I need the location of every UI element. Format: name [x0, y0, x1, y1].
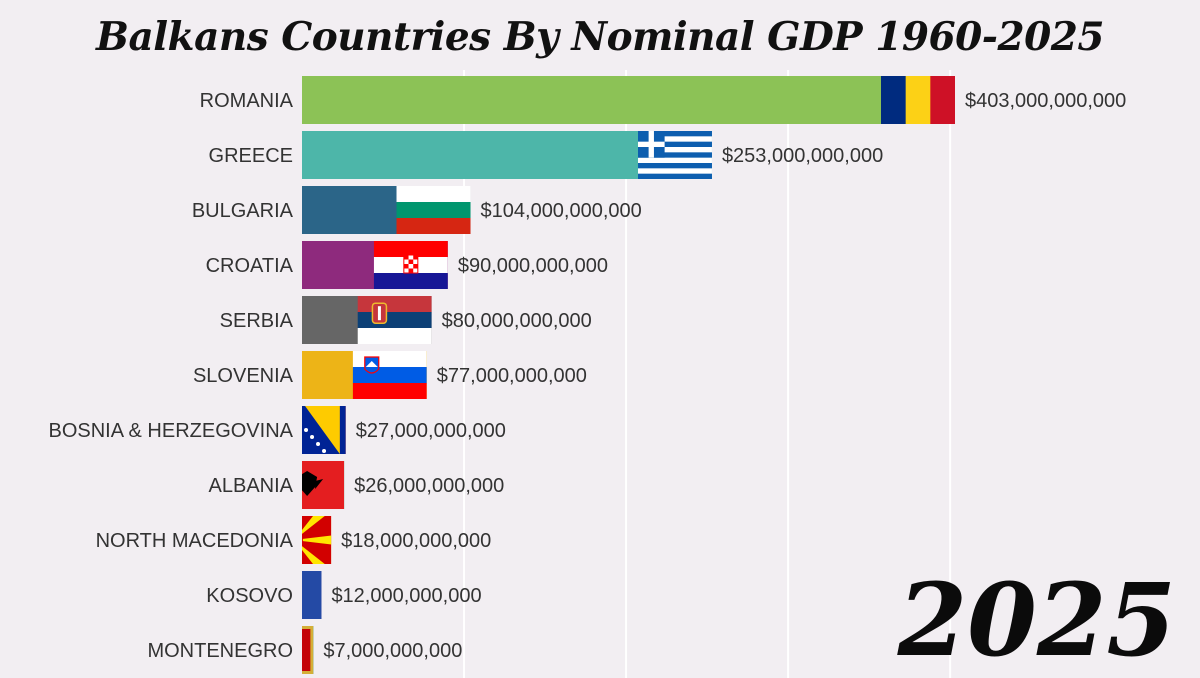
bar-row-romania: ROMANIA $403,000,000,000 [200, 76, 1126, 124]
value-label: $7,000,000,000 [323, 640, 462, 662]
value-label: $403,000,000,000 [965, 90, 1126, 112]
bar-row-north-macedonia: NORTH MACEDONIA $18,000,000,000 [96, 516, 491, 564]
bar-row-croatia: CROATIA $90,000,000,000 [206, 241, 608, 289]
category-label: CROATIA [206, 255, 294, 277]
flag-kosovo-icon [302, 571, 322, 619]
category-label: SERBIA [220, 310, 294, 332]
flag-montenegro-icon [302, 626, 314, 674]
category-label: ROMANIA [200, 90, 294, 112]
flag-bosnia-and-herzegovina-icon [302, 406, 346, 454]
bar-row-montenegro: MONTENEGRO $7,000,000,000 [147, 626, 462, 674]
category-label: GREECE [209, 145, 293, 167]
bar-row-bosnia-and-herzegovina: BOSNIA & HERZEGOVINA $27,000,000,000 [48, 406, 506, 454]
bar-row-serbia: SERBIA $80,000,000,000 [220, 296, 592, 344]
flag-romania-icon [881, 76, 955, 124]
bar-row-bulgaria: BULGARIA $104,000,000,000 [192, 186, 642, 234]
value-label: $18,000,000,000 [341, 530, 491, 552]
value-label: $80,000,000,000 [442, 310, 592, 332]
category-label: KOSOVO [206, 585, 293, 607]
value-label: $104,000,000,000 [481, 200, 642, 222]
value-label: $12,000,000,000 [331, 585, 481, 607]
flag-north-macedonia-icon [302, 516, 332, 564]
bar-row-slovenia: SLOVENIA $77,000,000,000 [193, 351, 587, 399]
flag-serbia-icon [357, 296, 432, 344]
flag-greece-icon [637, 131, 712, 179]
category-label: BULGARIA [192, 200, 294, 222]
category-label: NORTH MACEDONIA [96, 530, 294, 552]
value-label: $27,000,000,000 [356, 420, 506, 442]
year-label: 2025 [897, 561, 1176, 678]
value-label: $253,000,000,000 [722, 145, 883, 167]
category-label: ALBANIA [209, 475, 294, 497]
flag-slovenia-icon [352, 351, 427, 399]
value-label: $90,000,000,000 [458, 255, 608, 277]
bar-row-kosovo: KOSOVO $12,000,000,000 [206, 571, 482, 619]
bar-row-albania: ALBANIA $26,000,000,000 [209, 461, 504, 509]
category-label: MONTENEGRO [147, 640, 293, 662]
bar-romania [302, 76, 955, 124]
flag-albania-icon [302, 461, 345, 509]
bar-row-greece: GREECE $253,000,000,000 [209, 131, 883, 179]
chart-title: Balkans Countries By Nominal GDP 1960-20… [96, 14, 1105, 60]
flag-croatia-icon [373, 241, 448, 289]
value-label: $26,000,000,000 [354, 475, 504, 497]
category-label: BOSNIA & HERZEGOVINA [48, 420, 293, 442]
value-label: $77,000,000,000 [437, 365, 587, 387]
category-label: SLOVENIA [193, 365, 294, 387]
flag-bulgaria-icon [396, 186, 471, 234]
